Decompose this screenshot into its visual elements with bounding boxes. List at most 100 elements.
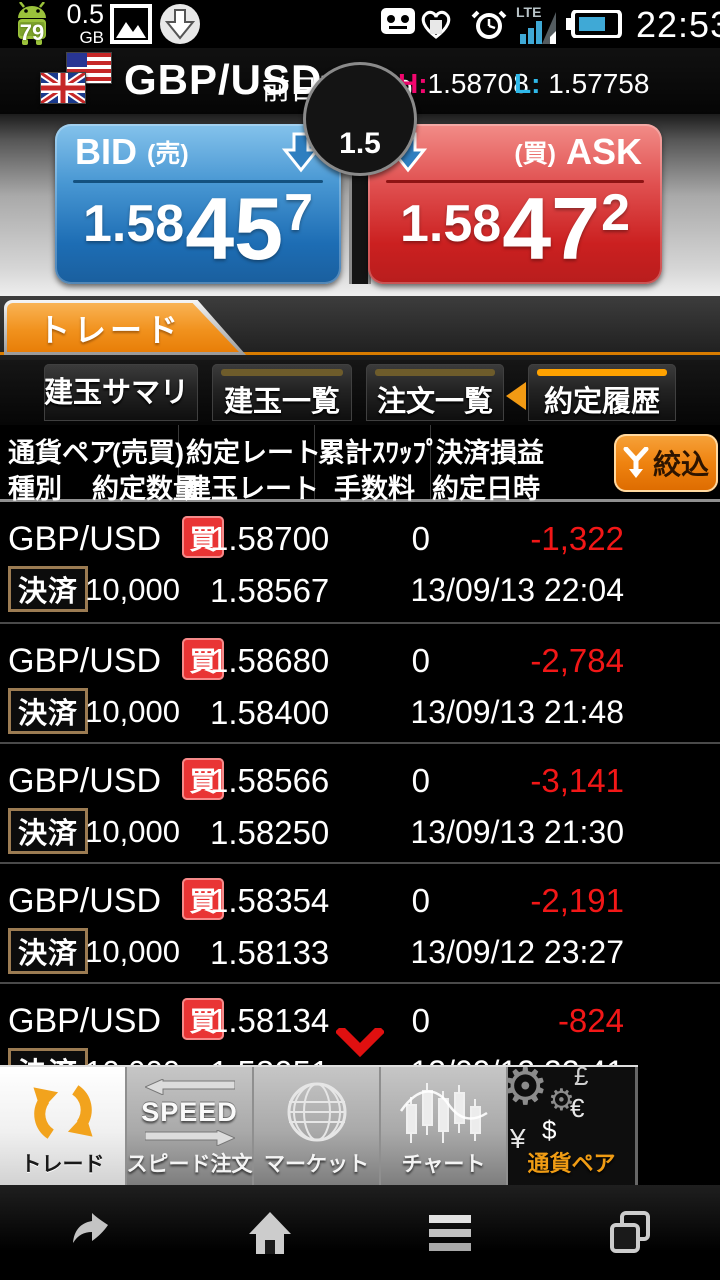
nav-currency-pair[interactable]: ⚙ ⚙ £ € ¥ $ 通貨ペア [508,1067,635,1185]
col-fee: 手数料 [334,474,415,504]
col-pl: 決済損益 [436,438,544,468]
spread-indicator: 1.5 [303,62,417,176]
col-datetime: 約定日時 [432,474,540,504]
gear-icon: ⚙ [508,1067,549,1116]
candlestick-icon [381,1073,506,1151]
speed-arrows-icon: SPEED [127,1073,252,1151]
nav-market[interactable]: マーケット [254,1067,381,1185]
col-pair: 通貨ペア [8,438,116,468]
table-row[interactable]: GBP/USD 買 1.58566 0 -3,141 決済 10,000 1.5… [0,742,720,862]
bid-side-label: (売) [147,140,189,168]
execution-history-list[interactable]: GBP/USD 買 1.58700 0 -1,322 決済 10,000 1.5… [0,502,720,1065]
daily-high: H:1.58708 [398,68,529,99]
back-icon [73,1212,108,1243]
back-button[interactable] [0,1185,180,1280]
ask-button[interactable]: (買) ASK 1.58 47 2 [368,124,662,284]
status-bar: 79 0.5 GB [0,0,720,48]
close-position-button[interactable]: 決済 [8,808,88,854]
bid-button[interactable]: BID (売) 1.58 45 7 [55,124,341,284]
pair-title: GBP/USD [124,56,323,103]
android-nav-bar [0,1185,720,1280]
pl-value: -824 [557,1002,624,1039]
bid-separator [73,180,323,183]
scroll-more-icon [336,1028,384,1058]
android-badge-count: 79 [19,20,45,45]
dollar-icon: $ [542,1115,557,1145]
pl-value: -3,141 [530,762,624,799]
nav-trade[interactable]: トレード [0,1067,127,1185]
col-type: 種別 [8,474,62,504]
ask-side-label: (買) [514,140,556,168]
close-position-button[interactable]: 決済 [8,688,88,734]
tab-position-list[interactable]: 建玉一覧 [212,364,352,421]
buy-badge: 買 [182,638,224,680]
signal-icon: LTE [516,4,558,51]
funnel-icon [623,447,649,478]
col-open-rate: 建玉レート [184,474,319,504]
ask-separator [386,180,644,183]
globe-icon [254,1073,379,1151]
ask-price: 1.58 47 2 [399,179,631,278]
uk-flag-icon [39,70,87,106]
table-row[interactable]: GBP/USD 買 1.58700 0 -1,322 決済 10,000 1.5… [0,502,720,622]
home-button[interactable] [180,1185,360,1280]
menu-button[interactable] [360,1185,540,1280]
svg-text:LTE: LTE [516,4,541,20]
table-header: 通貨ペア (売買) 約定レート 累計ｽﾜｯﾌﾟ 決済損益 種別 約定数量 建玉レ… [0,425,720,504]
recents-icon [610,1210,650,1253]
tab-caret-icon [506,382,526,410]
nav-speed-order[interactable]: SPEED スピード注文 [127,1067,254,1185]
section-tab-bar: トレード [0,296,720,360]
col-side: (売買) [112,438,184,468]
gallery-icon [110,4,152,44]
android-icon: 79 [10,1,54,46]
pl-value: -2,191 [530,882,624,919]
trade-tab[interactable]: トレード [4,300,246,355]
bottom-nav: トレード SPEED スピード注文 マーケット [0,1065,638,1185]
buy-badge: 買 [182,758,224,800]
tab-position-summary[interactable]: 建玉サマリー [44,364,198,451]
data-usage: 0.5 GB [66,0,104,47]
close-position-button[interactable]: 決済 [8,566,88,612]
battery-icon [566,9,622,43]
voicemail-icon [381,6,415,41]
recents-button[interactable] [540,1185,720,1280]
home-icon [249,1211,291,1254]
bid-label: BID [75,131,137,172]
menu-icon [429,1214,471,1251]
pl-value: -1,322 [530,520,624,557]
status-clock: 22:53 [636,4,720,45]
trade-tab-label: トレード [37,311,182,348]
spread-value: 1.5 [339,127,381,160]
pound-icon: £ [574,1067,589,1091]
close-position-button[interactable]: 決済 [8,928,88,974]
heart-icon [418,6,454,47]
download-icon [158,2,202,46]
tab-order-list[interactable]: 注文一覧 [366,364,504,421]
pl-value: -2,784 [530,642,624,679]
tab-underline [0,352,720,355]
refresh-icon [0,1073,125,1151]
bid-price: 1.58 45 7 [82,179,314,278]
col-swap: 累計ｽﾜｯﾌﾟ [318,438,440,468]
table-row[interactable]: GBP/USD 買 1.58134 0 -824 決済 10,000 1.580… [0,982,720,1065]
col-exec-rate: 約定レート [186,438,321,468]
euro-icon: € [570,1093,585,1123]
nav-chart[interactable]: チャート [381,1067,508,1185]
alarm-icon [470,6,508,49]
buy-badge: 買 [182,998,224,1040]
ask-label: ASK [565,131,642,172]
filter-label: 絞込 [652,449,709,480]
filter-button[interactable]: 絞込 [614,434,718,492]
yen-icon: ¥ [510,1123,526,1154]
currency-flags-icon [36,50,120,112]
table-row[interactable]: GBP/USD 買 1.58354 0 -2,191 決済 10,000 1.5… [0,862,720,982]
close-position-button[interactable]: 決済 [8,1048,88,1065]
buy-badge: 買 [182,878,224,920]
daily-low: L: 1.57758 [514,68,650,99]
tab-execution-history[interactable]: 約定履歴 [528,364,676,421]
subtab-row: 建玉サマリー 建玉一覧 注文一覧 約定履歴 [0,360,720,451]
col-qty: 約定数量 [92,474,200,504]
table-row[interactable]: GBP/USD 買 1.58680 0 -2,784 決済 10,000 1.5… [0,622,720,742]
